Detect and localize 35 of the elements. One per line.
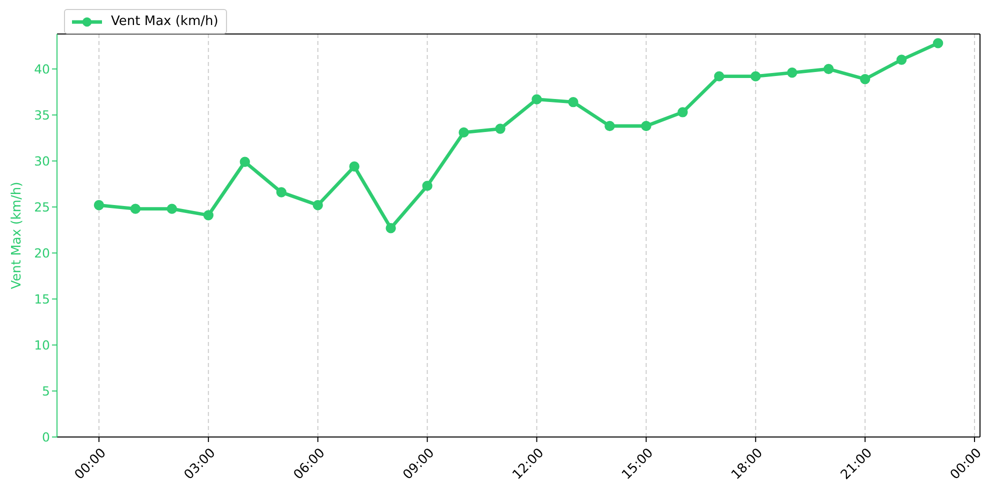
y-tick-label: 30	[34, 153, 50, 168]
point	[349, 161, 360, 172]
y-tick-label: 15	[34, 291, 50, 306]
point	[422, 180, 432, 191]
point	[130, 204, 141, 214]
point	[203, 210, 214, 220]
y-tick-label: 0	[42, 430, 50, 444]
point	[532, 94, 542, 104]
point	[166, 204, 178, 214]
y-tick-label: 20	[34, 245, 50, 260]
point	[568, 96, 578, 108]
point	[386, 223, 396, 234]
legend-label: Vent Max (km/h)	[111, 14, 218, 29]
point	[787, 68, 798, 78]
y-tick-label: 25	[34, 199, 50, 214]
point	[932, 38, 944, 48]
point	[240, 156, 250, 167]
y-tick-label: 35	[34, 107, 50, 122]
point	[824, 64, 834, 74]
point	[458, 127, 469, 138]
point	[678, 107, 688, 118]
point	[94, 200, 104, 210]
point	[276, 187, 286, 198]
point	[860, 74, 870, 84]
point	[604, 120, 615, 132]
point	[714, 71, 724, 82]
point	[495, 124, 506, 134]
point	[750, 71, 761, 82]
y-axis-title: Vent Max (km/h)	[10, 182, 24, 290]
y-tick-label: 40	[34, 61, 50, 76]
y-tick-label: 5	[42, 383, 50, 398]
point	[641, 120, 652, 132]
point	[312, 200, 323, 210]
point	[896, 54, 907, 65]
y-tick-label: 10	[34, 337, 50, 352]
